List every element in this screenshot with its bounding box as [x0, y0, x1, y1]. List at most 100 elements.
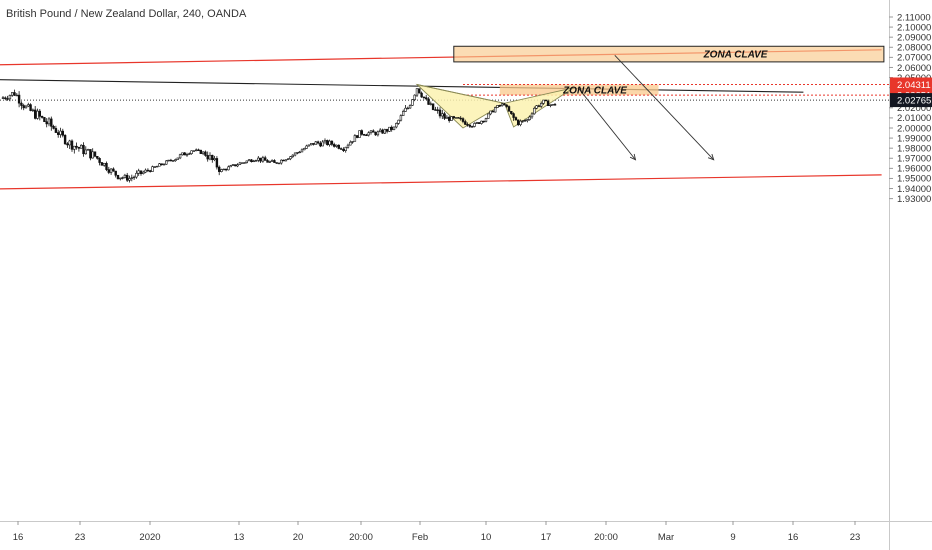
projection-arrows	[577, 55, 715, 161]
time-tick-label: 10	[481, 532, 492, 543]
price-tick-label: 2.06000	[897, 63, 931, 74]
candle-body	[512, 113, 515, 118]
pattern-triangle-bcd	[503, 87, 574, 128]
candle-body	[100, 162, 104, 166]
candle-body	[68, 140, 71, 146]
candle-body	[139, 170, 143, 174]
candle-body	[507, 106, 511, 112]
candle-body	[105, 162, 108, 170]
candle-body	[510, 111, 513, 114]
candle-body	[266, 160, 269, 163]
candle-body	[337, 144, 340, 149]
candle-body	[505, 104, 508, 107]
candle-body	[155, 165, 159, 168]
candle-body	[431, 103, 435, 110]
candle-body	[378, 129, 382, 133]
candle-body	[73, 145, 76, 150]
candle-body	[195, 149, 198, 152]
pattern-line-xb	[416, 84, 505, 104]
candle-body	[528, 116, 531, 120]
candle-body	[342, 149, 345, 151]
candle-body	[247, 159, 251, 162]
price-tick-label: 1.94000	[897, 184, 931, 195]
candle-body	[144, 169, 147, 173]
candle-body	[93, 151, 97, 157]
candle-body	[493, 107, 497, 113]
price-tick-label: 2.09000	[897, 32, 931, 43]
candle-body	[473, 123, 476, 127]
candle-body	[261, 157, 265, 162]
trend-line	[0, 79, 804, 93]
candle-body	[328, 140, 331, 146]
time-axis[interactable]: 16 23 2020 13 20 20:00 Feb 10 17 20:00 Mar 9 16 23	[13, 521, 861, 543]
time-tick-label: 2020	[139, 532, 160, 543]
candle-body	[367, 132, 370, 136]
candle-body	[268, 161, 271, 163]
candle-body	[273, 160, 276, 163]
candle-body	[441, 113, 444, 117]
candle-body	[137, 170, 140, 174]
arrow-head	[629, 153, 637, 161]
candle-body	[434, 109, 437, 111]
candle-body	[172, 160, 175, 162]
time-tick-label: 9	[730, 532, 735, 543]
candle-body	[358, 130, 361, 138]
candle-body	[286, 158, 290, 160]
price-tick-label: 2.07000	[897, 53, 931, 64]
candle-body	[539, 103, 543, 107]
candlestick-series	[1, 88, 557, 183]
candle-body	[59, 130, 62, 135]
candle-body	[208, 154, 212, 160]
candle-body	[312, 143, 315, 145]
price-badge-label: 2.02765	[897, 95, 931, 106]
candle-body	[526, 119, 529, 121]
candle-body	[519, 120, 522, 126]
candle-body	[190, 150, 193, 154]
candle-body	[496, 105, 499, 108]
candle-body	[335, 144, 338, 147]
candle-body	[298, 151, 301, 154]
projection-arrow	[614, 55, 715, 161]
candle-body	[523, 120, 527, 122]
candle-body	[326, 140, 329, 146]
candle-body	[132, 176, 136, 179]
candle-body	[1, 97, 5, 99]
candle-body	[466, 124, 469, 126]
candle-body	[91, 151, 94, 159]
candle-body	[142, 171, 145, 174]
price-tick-label: 1.93000	[897, 194, 931, 205]
candle-body	[401, 111, 405, 116]
candle-body	[498, 105, 501, 107]
price-axis[interactable]: 2.110002.100002.090002.080002.070002.060…	[889, 12, 931, 205]
candle-body	[238, 162, 242, 166]
candle-body	[215, 158, 219, 168]
price-tick-label: 2.00000	[897, 123, 931, 134]
candle-body	[468, 124, 472, 127]
candle-body	[15, 94, 18, 97]
trend-line-segment	[0, 79, 804, 93]
time-tick-label: 20:00	[349, 532, 373, 543]
candle-body	[243, 162, 246, 164]
candle-body	[54, 128, 58, 133]
candle-body	[231, 164, 235, 166]
candle-body	[332, 144, 336, 147]
key-zone-label: ZONA CLAVE	[562, 85, 627, 96]
candle-body	[353, 135, 357, 142]
candle-body	[388, 126, 391, 132]
candle-body	[84, 149, 88, 155]
candle-body	[454, 117, 458, 119]
candle-body	[116, 174, 120, 180]
candle-body	[224, 168, 228, 171]
arrow-head	[707, 153, 715, 161]
candle-body	[250, 159, 253, 162]
candle-body	[300, 149, 304, 153]
candle-body	[45, 121, 48, 125]
candle-body	[38, 110, 42, 117]
candle-body	[6, 98, 9, 100]
candle-body	[181, 152, 184, 156]
candle-body	[530, 113, 534, 118]
candle-body	[369, 130, 373, 134]
